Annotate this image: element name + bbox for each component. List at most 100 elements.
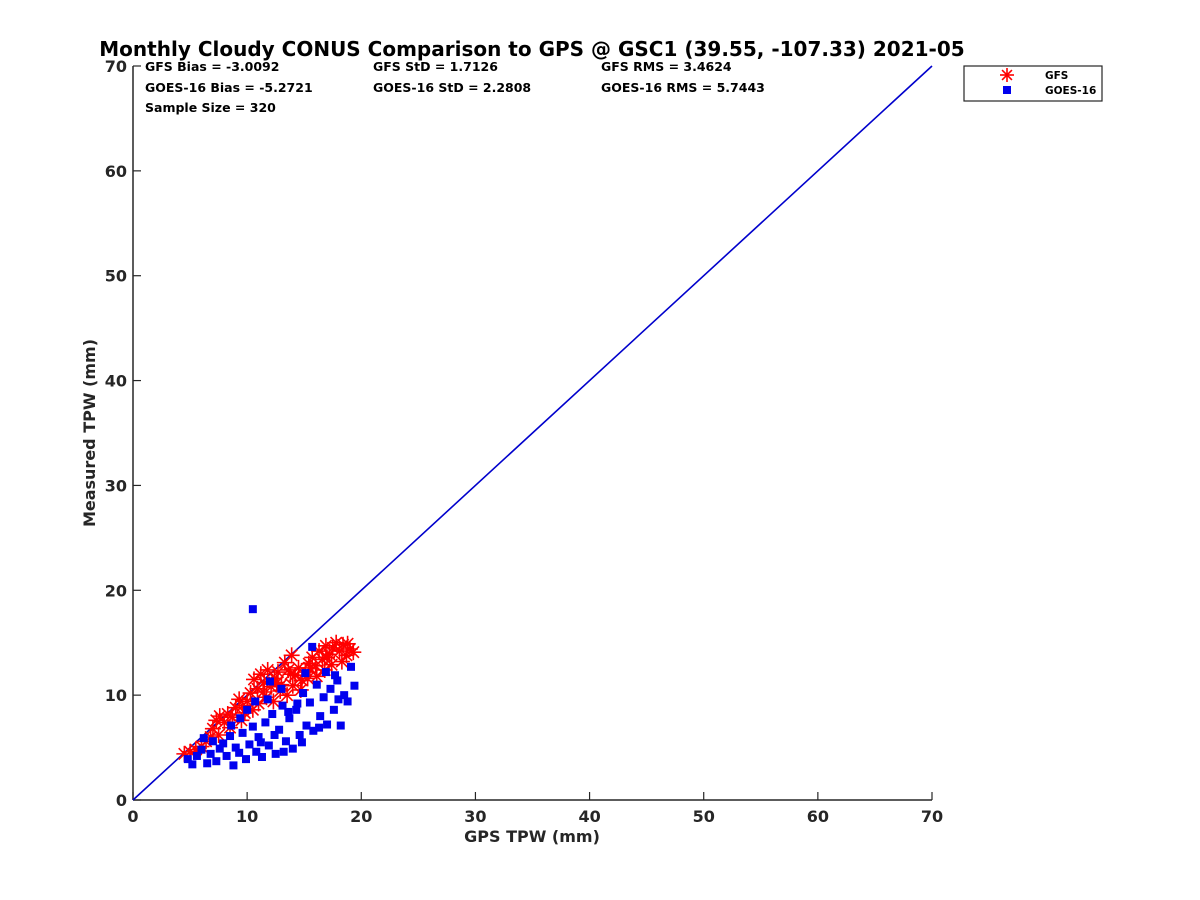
goes-point <box>235 748 244 757</box>
gfs-point <box>283 647 300 664</box>
legend-gfs-marker <box>1000 68 1014 82</box>
goes-point <box>236 714 245 723</box>
goes-point <box>329 705 338 714</box>
goes-point <box>229 761 238 770</box>
y-tick-label: 0 <box>116 791 127 810</box>
goes-point <box>336 721 345 730</box>
x-tick-label: 10 <box>236 807 258 826</box>
goes-point <box>256 738 265 747</box>
goes-point <box>301 669 310 678</box>
goes-point <box>333 676 342 685</box>
goes-point <box>254 733 263 742</box>
goes-point <box>248 605 257 614</box>
goes-point <box>293 699 302 708</box>
goes-point <box>227 721 236 730</box>
goes-point <box>321 668 330 677</box>
stat-sample-size: Sample Size = 320 <box>145 100 276 115</box>
goes-point <box>288 744 297 753</box>
x-tick-label: 70 <box>921 807 943 826</box>
stat-goes-rms: GOES-16 RMS = 5.7443 <box>601 80 765 95</box>
stat-goes-bias: GOES-16 Bias = -5.2721 <box>145 80 313 95</box>
plot-area: 0 10 20 30 40 50 60 70 0 10 20 30 40 50 60 70 <box>105 57 943 826</box>
goes-point <box>334 695 343 704</box>
goes-point <box>326 684 335 693</box>
gfs-point <box>269 664 286 681</box>
goes-point <box>212 757 221 766</box>
goes-point <box>199 734 208 743</box>
y-axis-label: Measured TPW (mm) <box>80 339 99 527</box>
goes-point <box>275 725 284 734</box>
legend-box <box>963 65 1103 102</box>
goes-point <box>340 691 349 700</box>
goes-point <box>347 662 356 671</box>
goes-point <box>215 744 224 753</box>
legend-gfs-asterisk <box>1000 68 1014 82</box>
gfs-point <box>259 661 276 678</box>
goes-point <box>350 681 359 690</box>
legend-gfs-label: GFS <box>1045 70 1068 82</box>
stat-gfs-std: GFS StD = 1.7126 <box>373 59 498 74</box>
goes-point <box>219 739 228 748</box>
y-tick-label: 70 <box>105 57 127 76</box>
goes-point <box>248 722 257 731</box>
goes-point <box>284 707 293 716</box>
goes-point <box>312 680 321 689</box>
stat-goes-std: GOES-16 StD = 2.2808 <box>373 80 531 95</box>
goes-point <box>251 697 260 706</box>
goes-point <box>231 743 240 752</box>
goes-point <box>263 695 272 704</box>
goes-point <box>305 698 314 707</box>
goes-point <box>295 730 304 739</box>
legend: GFS GOES-16 <box>963 65 1103 102</box>
legend-goes-marker <box>1003 86 1011 94</box>
gfs-point <box>319 649 336 666</box>
goes-point <box>316 712 325 721</box>
statistics-block: GFS Bias = -3.0092 GFS StD = 1.7126 GFS … <box>145 59 765 115</box>
goes-point <box>268 710 277 719</box>
x-tick-label: 40 <box>578 807 600 826</box>
y-tick-label: 40 <box>105 372 127 391</box>
goes-point <box>281 737 290 746</box>
y-tick-label: 60 <box>105 162 127 181</box>
goes-point <box>277 684 286 693</box>
goes-point <box>222 751 231 760</box>
goes-point <box>323 720 332 729</box>
y-tick-label: 20 <box>105 581 127 600</box>
goes-point <box>308 642 317 651</box>
goes-point <box>297 738 306 747</box>
goes-point <box>292 705 301 714</box>
goes-point <box>261 718 270 727</box>
goes-point <box>252 747 261 756</box>
goes-point <box>343 697 352 706</box>
goes-point <box>331 671 340 680</box>
goes-point <box>203 759 212 768</box>
goes-point <box>309 726 318 735</box>
goes-point <box>226 732 235 741</box>
x-tick-label: 60 <box>807 807 829 826</box>
goes-point <box>302 721 311 730</box>
gfs-point <box>333 653 350 670</box>
goes-point <box>242 755 251 764</box>
goes-point <box>192 751 201 760</box>
goes-point <box>285 714 294 723</box>
goes-point <box>265 677 274 686</box>
y-tick-label: 50 <box>105 267 127 286</box>
gfs-point <box>339 635 356 652</box>
goes-point <box>315 723 324 732</box>
goes-point <box>206 749 215 758</box>
x-tick-label: 0 <box>127 807 138 826</box>
x-tick-label: 20 <box>350 807 372 826</box>
goes-point <box>257 753 266 762</box>
goes-point <box>243 705 252 714</box>
goes-point <box>188 760 197 769</box>
x-tick-label: 30 <box>464 807 486 826</box>
chart-title: Monthly Cloudy CONUS Comparison to GPS @… <box>99 37 964 61</box>
y-tick-label: 10 <box>105 686 127 705</box>
x-axis-label: GPS TPW (mm) <box>464 827 600 846</box>
goes-point <box>279 747 288 756</box>
goes-point <box>264 741 273 750</box>
goes-point <box>270 730 279 739</box>
goes-point <box>278 701 287 710</box>
goes-point <box>183 755 192 764</box>
gfs-point <box>345 644 362 661</box>
